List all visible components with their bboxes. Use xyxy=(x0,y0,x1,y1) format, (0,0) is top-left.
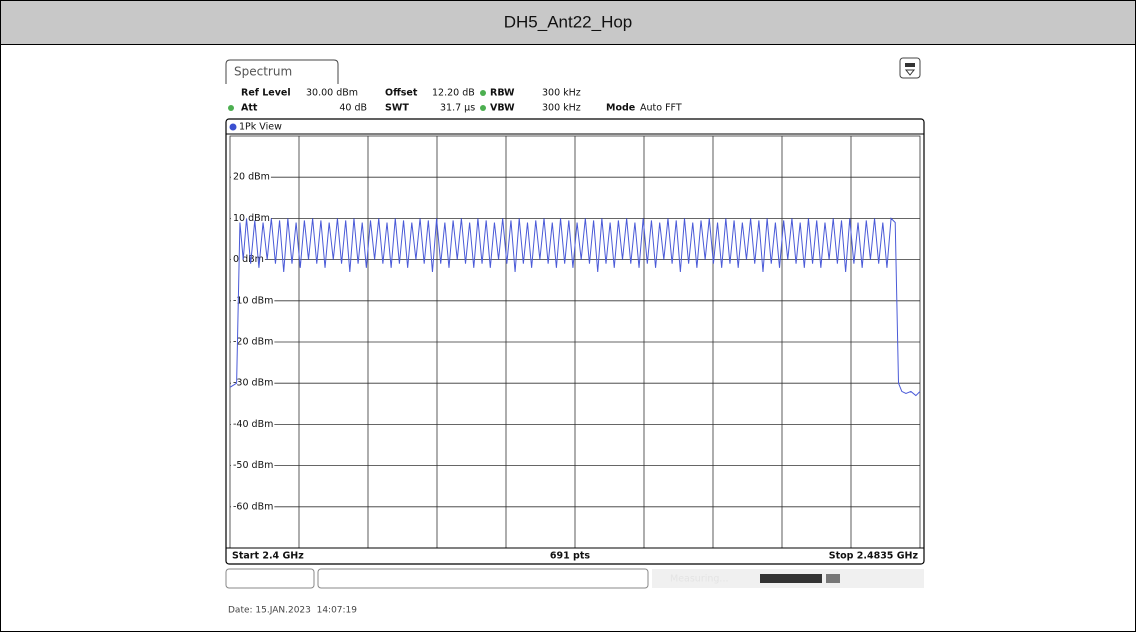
points-label: 691 pts xyxy=(550,551,590,562)
setting-value: 300 kHz xyxy=(542,103,581,114)
setting-value: 12.20 dB xyxy=(432,88,475,99)
setting-label: RBW xyxy=(490,88,515,99)
setting-label: Att xyxy=(241,103,258,114)
status-box xyxy=(225,568,315,589)
label-bg xyxy=(231,377,275,390)
status-dot xyxy=(480,105,486,111)
setting-label: Ref Level xyxy=(241,88,291,99)
label-bg xyxy=(231,336,275,348)
setting-value: 31.7 µs xyxy=(440,103,475,114)
progress-icon xyxy=(826,574,840,583)
status-text: Measuring... xyxy=(670,574,729,585)
y-tick-label: 10 dBm xyxy=(233,213,270,224)
y-tick-label: -40 dBm xyxy=(233,419,273,430)
y-tick-label: -10 dBm xyxy=(233,295,273,306)
trace-indicator xyxy=(229,123,237,131)
label-bg xyxy=(231,171,271,184)
start-label: Start 2.4 GHz xyxy=(232,551,304,562)
menu-icon-arrow xyxy=(904,69,916,76)
header-band xyxy=(0,0,1136,45)
label-bg xyxy=(231,500,275,513)
status-dot xyxy=(480,90,486,96)
y-tick-label: 20 dBm xyxy=(233,172,270,183)
setting-value: 40 dB xyxy=(339,103,367,114)
setting-value: 300 kHz xyxy=(542,88,581,99)
status-dot xyxy=(228,105,234,111)
setting-label: Mode xyxy=(606,103,635,114)
progress-bar xyxy=(760,574,822,583)
header-title: DH5_Ant22_Hop xyxy=(504,12,633,31)
spectrum-tab[interactable] xyxy=(225,59,339,84)
date-label: Date: 15.JAN.2023 14:07:19 xyxy=(228,606,357,616)
setting-label: SWT xyxy=(385,103,409,114)
label-bg xyxy=(231,212,271,225)
y-tick-label: -30 dBm xyxy=(233,378,273,389)
setting-value: 30.00 dBm xyxy=(306,88,358,99)
label-bg xyxy=(231,294,275,307)
y-tick-label: 0 dBm xyxy=(233,254,264,265)
y-tick-label: -50 dBm xyxy=(233,460,273,471)
setting-label: Offset xyxy=(385,88,418,99)
stop-label: Stop 2.4835 GHz xyxy=(829,551,919,562)
label-bg xyxy=(231,459,275,472)
setting-value: Auto FFT xyxy=(640,103,682,114)
tab-label: Spectrum xyxy=(234,65,292,79)
view-label: 1Pk View xyxy=(239,122,282,133)
setting-label: VBW xyxy=(490,103,515,114)
trace xyxy=(229,217,921,397)
menu-icon-bar xyxy=(905,63,915,67)
y-tick-label: -60 dBm xyxy=(233,501,273,512)
status-box xyxy=(317,568,649,589)
y-tick-label: -20 dBm xyxy=(233,337,273,348)
label-bg xyxy=(231,418,275,431)
